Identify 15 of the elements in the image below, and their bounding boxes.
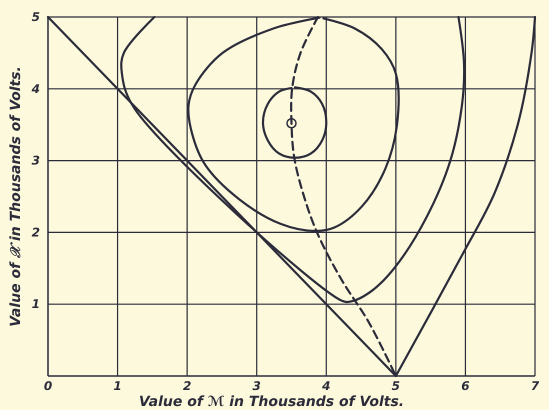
x-tick-label: 7 xyxy=(530,379,540,393)
y-tick-label: 4 xyxy=(30,82,40,96)
x-tick-label: 3 xyxy=(252,379,261,393)
x-tick-label: 2 xyxy=(182,379,192,393)
y-tick-label: 3 xyxy=(32,154,40,168)
x-tick-label: 5 xyxy=(392,379,400,393)
x-tick-label: 1 xyxy=(113,379,122,393)
y-tick-label: 2 xyxy=(32,225,40,240)
x-axis-title: Value of ℳ in Thousands of Volts. xyxy=(138,394,404,410)
x-tick-label: 4 xyxy=(321,379,330,393)
x-tick-label: 0 xyxy=(44,379,52,393)
x-tick-label: 6 xyxy=(461,379,470,393)
y-tick-label: 5 xyxy=(32,10,40,24)
y-axis-title: Value of 𝒳 in Thousands of Volts. xyxy=(8,66,24,327)
y-tick-label: 1 xyxy=(32,297,40,312)
